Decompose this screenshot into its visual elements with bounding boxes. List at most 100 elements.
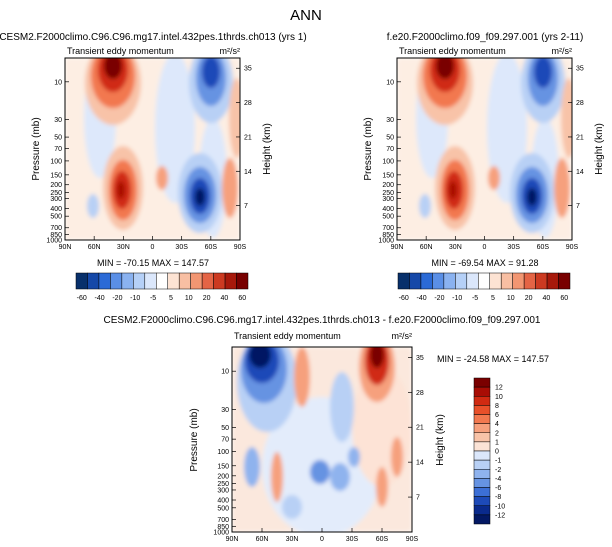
x-tick-label: 30N bbox=[449, 244, 462, 251]
colorbar-label: -1 bbox=[495, 458, 501, 465]
x-tick-label: 90S bbox=[566, 244, 579, 251]
colorbar-label: 6 bbox=[495, 412, 499, 419]
colorbar-label: -12 bbox=[495, 512, 505, 519]
x-tick-label: 30N bbox=[117, 244, 130, 251]
y-tick-label: 300 bbox=[382, 196, 394, 203]
colorbar-label: 12 bbox=[495, 385, 503, 392]
y2-tick-label: 21 bbox=[244, 134, 252, 141]
y-tick-label: 150 bbox=[50, 172, 62, 179]
panel-2-field bbox=[397, 58, 572, 240]
colorbar-label: -5 bbox=[472, 295, 478, 302]
colorbar-swatch bbox=[87, 272, 100, 290]
colorbar-label: -6 bbox=[495, 485, 501, 492]
colorbar-swatch bbox=[523, 272, 536, 290]
colorbar-label: -20 bbox=[434, 295, 444, 302]
colorbar-swatch bbox=[512, 272, 525, 290]
panel-2-y2label: Height (km) bbox=[594, 123, 605, 175]
x-tick-label: 30S bbox=[507, 244, 520, 251]
y-tick-label: 150 bbox=[217, 463, 229, 470]
y-tick-label: 250 bbox=[382, 190, 394, 197]
colorbar-swatch bbox=[535, 272, 548, 290]
x-tick-label: 60S bbox=[537, 244, 550, 251]
colorbar-swatch bbox=[558, 272, 571, 290]
panel-2-title: f.e20.F2000climo.f09_f09.297.001 (yrs 2-… bbox=[387, 32, 584, 43]
y2-tick-label: 28 bbox=[576, 100, 584, 107]
y-tick-label: 300 bbox=[217, 487, 229, 494]
colorbar-label: -10 bbox=[130, 295, 140, 302]
colorbar-swatch bbox=[489, 272, 502, 290]
colorbar-swatch bbox=[156, 272, 168, 290]
y2-tick-label: 7 bbox=[576, 203, 580, 210]
panel-2-stats: MIN = -69.54 MAX = 91.28 bbox=[431, 258, 538, 268]
x-tick-label: 90N bbox=[391, 244, 404, 251]
x-tick-label: 90N bbox=[59, 244, 72, 251]
colorbar-label: -60 bbox=[77, 295, 87, 302]
colorbar-swatch bbox=[397, 272, 410, 290]
x-tick-label: 0 bbox=[320, 536, 324, 543]
y2-tick-label: 7 bbox=[416, 495, 420, 502]
y-tick-label: 300 bbox=[50, 196, 62, 203]
panel-1-subtitle: Transient eddy momentum bbox=[67, 46, 174, 56]
y-tick-label: 200 bbox=[50, 182, 62, 189]
colorbar-swatch bbox=[201, 272, 214, 290]
colorbar-label: 40 bbox=[543, 295, 551, 302]
panel-1-y2ticks: 35 28 21 14 7 bbox=[236, 66, 252, 210]
colorbar-swatch bbox=[224, 272, 237, 290]
colorbar-swatch bbox=[473, 386, 491, 397]
x-tick-label: 90N bbox=[226, 536, 239, 543]
colorbar-label: -40 bbox=[417, 295, 427, 302]
colorbar-swatch bbox=[144, 272, 157, 290]
colorbar-label: 20 bbox=[203, 295, 211, 302]
colorbar-swatch bbox=[420, 272, 433, 290]
y-tick-label: 100 bbox=[50, 158, 62, 165]
colorbar-label: 8 bbox=[495, 403, 499, 410]
colorbar-swatch bbox=[473, 496, 491, 506]
y2-tick-label: 14 bbox=[244, 169, 252, 176]
colorbar-swatch bbox=[473, 478, 491, 488]
y-tick-label: 200 bbox=[217, 473, 229, 480]
y-tick-label: 500 bbox=[50, 214, 62, 221]
panel-1-field bbox=[65, 58, 240, 240]
colorbar-label: 5 bbox=[169, 295, 173, 302]
colorbar-swatch bbox=[213, 272, 226, 290]
panel-1-xticks: 90N 60N 30N 0 30S 60S 90S bbox=[59, 236, 247, 251]
panel-1-ylabel: Pressure (mb) bbox=[31, 117, 42, 180]
colorbar-swatch bbox=[190, 272, 203, 290]
panel-2-subtitle: Transient eddy momentum bbox=[399, 46, 506, 56]
y-tick-label: 100 bbox=[217, 449, 229, 456]
y2-tick-label: 14 bbox=[416, 460, 424, 467]
panel-3-subtitle: Transient eddy momentum bbox=[234, 331, 341, 341]
colorbar-swatch bbox=[473, 441, 491, 452]
colorbar-label: 1 bbox=[495, 439, 499, 446]
colorbar-swatch bbox=[443, 272, 456, 290]
colorbar-swatch bbox=[473, 377, 491, 388]
x-tick-label: 30S bbox=[175, 244, 188, 251]
y-tick-label: 30 bbox=[386, 117, 394, 124]
y-tick-label: 700 bbox=[382, 225, 394, 232]
colorbar-label: -40 bbox=[95, 295, 105, 302]
colorbar-swatch bbox=[473, 487, 491, 497]
panel-3-field bbox=[232, 347, 412, 532]
x-tick-label: 60S bbox=[376, 536, 389, 543]
colorbar-label: 20 bbox=[525, 295, 533, 302]
colorbar-label: 5 bbox=[491, 295, 495, 302]
x-tick-label: 0 bbox=[483, 244, 487, 251]
colorbar-label: -60 bbox=[399, 295, 409, 302]
colorbar-label: 60 bbox=[560, 295, 568, 302]
colorbar-label: -8 bbox=[495, 494, 501, 501]
y-tick-label: 850 bbox=[382, 232, 394, 239]
panel-3-title: CESM2.F2000climo.C96.C96.mg17.intel.432p… bbox=[104, 315, 541, 326]
y-tick-label: 500 bbox=[217, 505, 229, 512]
y2-tick-label: 28 bbox=[416, 390, 424, 397]
colorbar-swatch bbox=[75, 272, 88, 290]
y-tick-label: 250 bbox=[217, 481, 229, 488]
y-tick-label: 400 bbox=[50, 206, 62, 213]
y2-tick-label: 21 bbox=[416, 425, 424, 432]
panel-1-y2label: Height (km) bbox=[262, 123, 273, 175]
colorbar-label: 0 bbox=[495, 449, 499, 456]
y-tick-label: 700 bbox=[50, 225, 62, 232]
colorbar-label: -5 bbox=[150, 295, 156, 302]
